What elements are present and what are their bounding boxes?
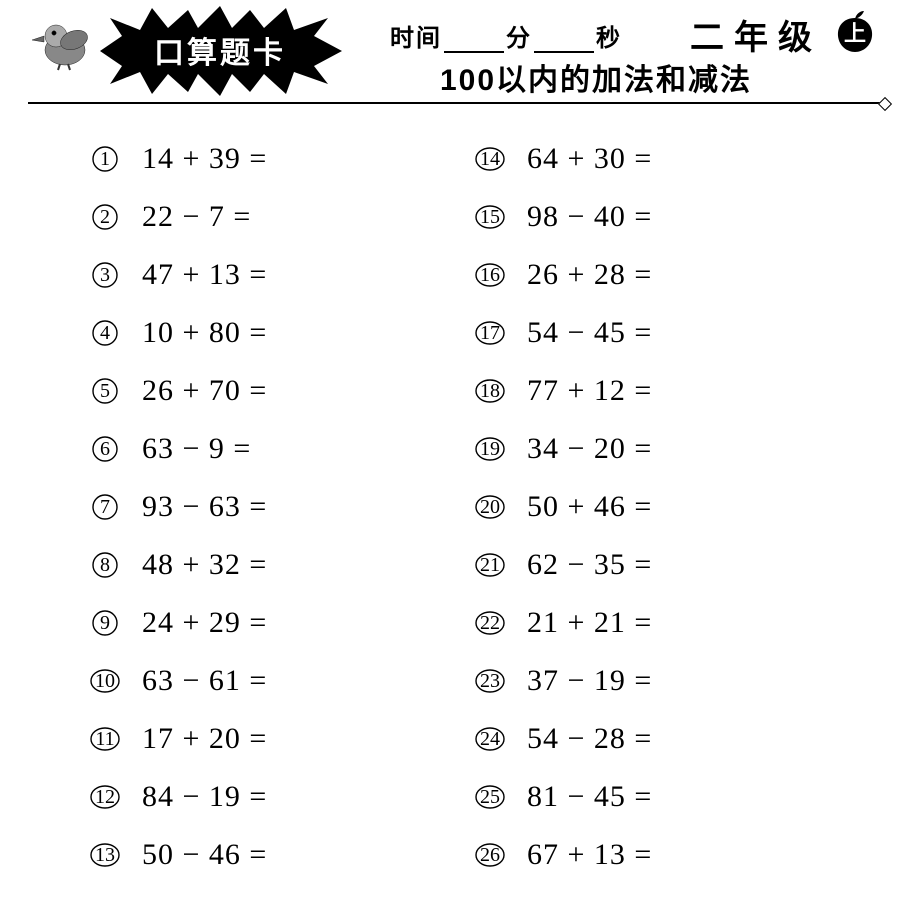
problem-row: 15 98 − 40 = <box>475 188 860 246</box>
problem-equation[interactable]: 81 − 45 = <box>527 780 652 814</box>
problem-number: 20 <box>475 492 505 522</box>
problem-equation[interactable]: 84 − 19 = <box>142 780 267 814</box>
problem-number: 1 <box>90 144 120 174</box>
problem-row: 26 67 + 13 = <box>475 826 860 884</box>
problem-equation[interactable]: 34 − 20 = <box>527 432 652 466</box>
problem-row: 13 50 − 46 = <box>90 826 475 884</box>
header: 口算题卡 时间 分 秒 二年级 上 100以内的加法和减法 <box>0 0 900 120</box>
problem-number: 16 <box>475 260 505 290</box>
problem-number: 26 <box>475 840 505 870</box>
problem-row: 16 26 + 28 = <box>475 246 860 304</box>
worksheet-page: 口算题卡 时间分秒 二年级 上 100以内的加法和减法 114 + 39 =22… <box>0 0 900 900</box>
grade-label: 二年级 <box>690 10 822 59</box>
problem-number: 4 <box>90 318 120 348</box>
problem-number: 12 <box>90 782 120 812</box>
problem-equation[interactable]: 37 − 19 = <box>527 664 652 698</box>
problem-number: 24 <box>475 724 505 754</box>
problem-equation[interactable]: 67 + 13 = <box>527 838 652 872</box>
header-rule <box>28 102 884 104</box>
problem-number: 19 <box>475 434 505 464</box>
problem-row: 3 47 + 13 = <box>90 246 475 304</box>
problem-equation[interactable]: 21 + 21 = <box>527 606 652 640</box>
problem-equation[interactable]: 24 + 29 = <box>142 606 267 640</box>
minutes-unit: 分 <box>506 26 532 52</box>
problem-equation[interactable]: 63 − 9 = <box>142 432 251 466</box>
problem-row: 5 26 + 70 = <box>90 362 475 420</box>
seconds-unit: 秒 <box>596 26 622 52</box>
problem-equation[interactable]: 54 − 45 = <box>527 316 652 350</box>
seconds-blank[interactable] <box>534 27 594 53</box>
problem-number: 9 <box>90 608 120 638</box>
minutes-blank[interactable] <box>444 27 504 53</box>
problem-row: 11 17 + 20 = <box>90 710 475 768</box>
problem-number: 10 <box>90 666 120 696</box>
problem-row: 25 81 − 45 = <box>475 768 860 826</box>
problems-area: 1 14 + 39 = 2 22 − 7 = 3 47 + 13 = 4 10 + 80 = 5… <box>0 130 900 884</box>
problem-row: 21 62 − 35 = <box>475 536 860 594</box>
problem-row: 18 77 + 12 = <box>475 362 860 420</box>
problem-row: 1 14 + 39 = <box>90 130 475 188</box>
problem-equation[interactable]: 63 − 61 = <box>142 664 267 698</box>
problem-number: 15 <box>475 202 505 232</box>
problem-equation[interactable]: 48 + 32 = <box>142 548 267 582</box>
problem-equation[interactable]: 50 − 46 = <box>142 838 267 872</box>
problem-row: 23 37 − 19 = <box>475 652 860 710</box>
title-starburst: 口算题卡 <box>90 6 350 96</box>
problem-equation[interactable]: 98 − 40 = <box>527 200 652 234</box>
apple-badge: 上 <box>832 8 878 54</box>
problem-row: 6 63 − 9 = <box>90 420 475 478</box>
problem-row: 14 64 + 30 = <box>475 130 860 188</box>
problem-equation[interactable]: 10 + 80 = <box>142 316 267 350</box>
problem-row: 7 93 − 63 = <box>90 478 475 536</box>
problem-number: 7 <box>90 492 120 522</box>
problem-row: 22 21 + 21 = <box>475 594 860 652</box>
problem-number: 2 <box>90 202 120 232</box>
problem-equation[interactable]: 47 + 13 = <box>142 258 267 292</box>
problem-row: 9 24 + 29 = <box>90 594 475 652</box>
problem-number: 22 <box>475 608 505 638</box>
problem-equation[interactable]: 26 + 28 = <box>527 258 652 292</box>
problem-number: 3 <box>90 260 120 290</box>
problem-row: 24 54 − 28 = <box>475 710 860 768</box>
problem-equation[interactable]: 50 + 46 = <box>527 490 652 524</box>
problem-number: 14 <box>475 144 505 174</box>
problem-row: 19 34 − 20 = <box>475 420 860 478</box>
problem-row: 4 10 + 80 = <box>90 304 475 362</box>
problem-equation[interactable]: 26 + 70 = <box>142 374 267 408</box>
problems-left-column: 1 14 + 39 = 2 22 − 7 = 3 47 + 13 = 4 10 + 80 = 5… <box>90 130 475 884</box>
problem-row: 12 84 − 19 = <box>90 768 475 826</box>
problem-equation[interactable]: 22 − 7 = <box>142 200 251 234</box>
title-text: 口算题卡 <box>154 28 286 72</box>
problem-equation[interactable]: 62 − 35 = <box>527 548 652 582</box>
time-label: 时间 分 秒 <box>390 18 622 53</box>
problem-number: 8 <box>90 550 120 580</box>
problem-row: 10 63 − 61 = <box>90 652 475 710</box>
problem-row: 20 50 + 46 = <box>475 478 860 536</box>
problem-equation[interactable]: 17 + 20 = <box>142 722 267 756</box>
problem-equation[interactable]: 64 + 30 = <box>527 142 652 176</box>
problem-row: 2 22 − 7 = <box>90 188 475 246</box>
subtitle: 100以内的加法和减法 <box>440 55 752 99</box>
problem-equation[interactable]: 54 − 28 = <box>527 722 652 756</box>
problem-equation[interactable]: 93 − 63 = <box>142 490 267 524</box>
problem-number: 11 <box>90 724 120 754</box>
problem-number: 6 <box>90 434 120 464</box>
problem-equation[interactable]: 77 + 12 = <box>527 374 652 408</box>
time-prefix: 时间 <box>390 26 442 52</box>
problems-right-column: 14 64 + 30 = 15 98 − 40 = 16 26 + 28 = 17 54 − … <box>475 130 860 884</box>
problem-number: 13 <box>90 840 120 870</box>
problem-number: 18 <box>475 376 505 406</box>
apple-label: 上 <box>844 16 866 48</box>
problem-number: 17 <box>475 318 505 348</box>
problem-number: 21 <box>475 550 505 580</box>
problem-number: 5 <box>90 376 120 406</box>
problem-row: 8 48 + 32 = <box>90 536 475 594</box>
problem-row: 17 54 − 45 = <box>475 304 860 362</box>
problem-equation[interactable]: 14 + 39 = <box>142 142 267 176</box>
problem-number: 25 <box>475 782 505 812</box>
problem-number: 23 <box>475 666 505 696</box>
